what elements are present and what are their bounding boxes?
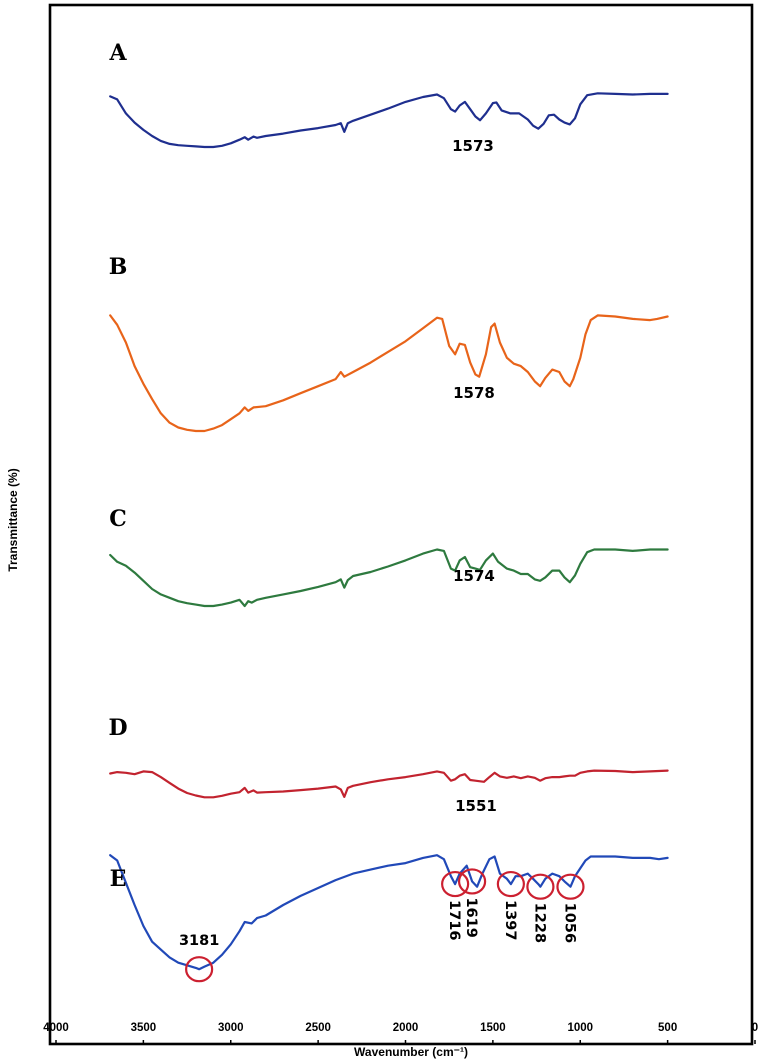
- x-tick-label: 4000: [43, 1022, 69, 1034]
- plot-frame: [48, 3, 754, 1046]
- spectrum-line-a: [109, 92, 669, 149]
- spectrum-line-b: [109, 314, 669, 433]
- band-circle: [526, 873, 555, 900]
- spectrum-line-d: [109, 769, 669, 799]
- band-label: 1397: [502, 900, 518, 940]
- panel-label-e: E: [110, 866, 127, 892]
- x-axis-ticks: 4000 3500 3000 2500 2000 1500 1000 500 0: [43, 1022, 758, 1044]
- band-circle: [496, 870, 525, 898]
- peak-label-b: 1578: [453, 384, 495, 402]
- x-tick-label: 500: [658, 1022, 677, 1034]
- peak-label-d: 1551: [455, 797, 497, 815]
- band-label: 1619: [463, 897, 479, 937]
- band-circle: [441, 870, 470, 898]
- y-axis-label: Transmittance (%): [6, 468, 20, 571]
- x-tick-label: 3500: [131, 1022, 157, 1034]
- x-axis-label: Wavenumber (cm⁻¹): [354, 1045, 468, 1059]
- band-label: 3181: [179, 933, 219, 949]
- spectrum-line-c: [109, 548, 669, 608]
- x-tick-label: 3000: [218, 1022, 244, 1034]
- panel-label-c: C: [109, 506, 127, 532]
- band-annotations: 3181 1716 1619 1397 1228 1056: [179, 868, 585, 983]
- panel-label-d: D: [108, 715, 127, 741]
- spectra-group: A 1573 B 1578 C 1574 D 1551 E: [108, 40, 669, 971]
- band-circle: [185, 956, 214, 983]
- x-tick-label: 0: [752, 1022, 758, 1034]
- band-label: 1716: [446, 900, 462, 940]
- band-circle: [457, 868, 487, 895]
- peak-label-a: 1573: [452, 137, 494, 155]
- band-circle: [556, 873, 585, 900]
- panel-label-a: A: [108, 40, 127, 66]
- x-tick-label: 1000: [567, 1022, 593, 1034]
- x-tick-label: 2500: [305, 1022, 331, 1034]
- peak-label-c: 1574: [453, 567, 495, 585]
- panel-label-b: B: [109, 254, 128, 280]
- band-label: 1228: [531, 903, 547, 943]
- spectrum-line-e: [109, 854, 669, 971]
- x-tick-label: 1500: [480, 1022, 506, 1034]
- x-tick-label: 2000: [393, 1022, 419, 1034]
- band-label: 1056: [561, 903, 577, 943]
